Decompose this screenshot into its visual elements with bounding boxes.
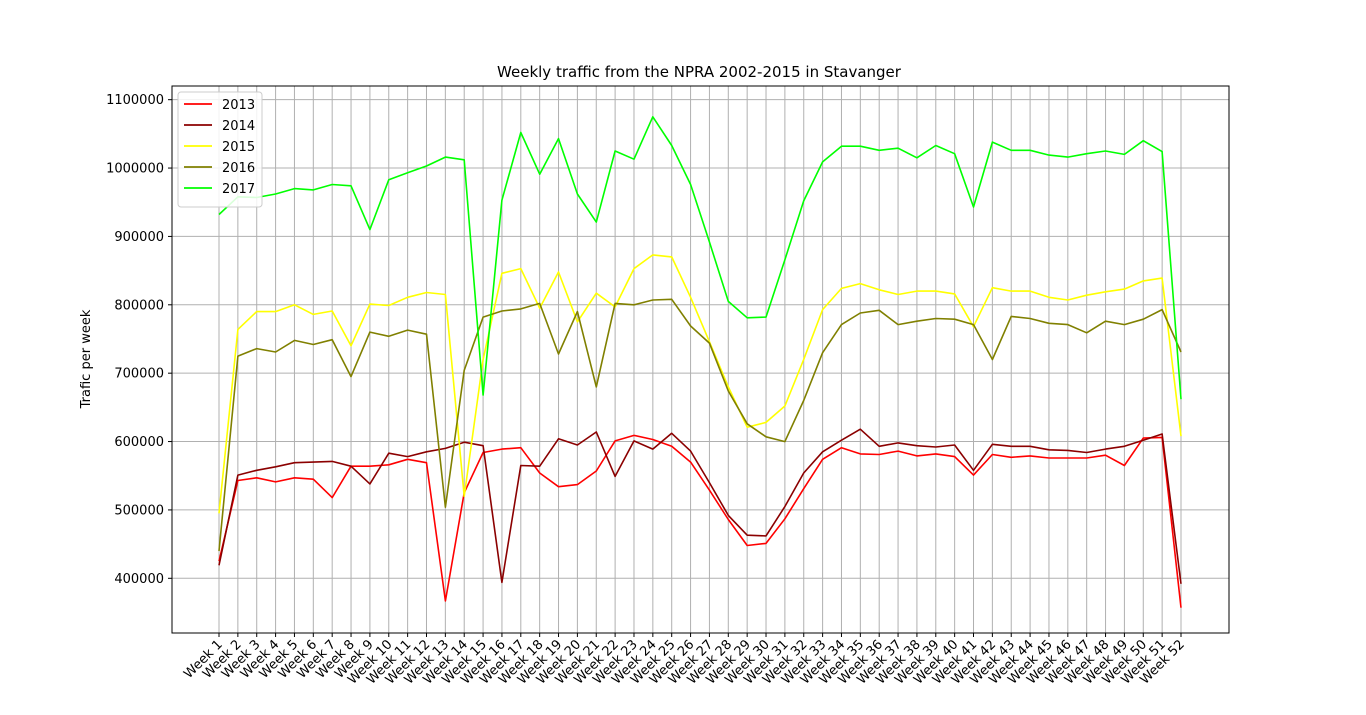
legend-label-2015: 2015 — [222, 140, 255, 155]
series-layer — [218, 116, 1182, 608]
y-tick-label: 700000 — [114, 367, 164, 382]
series-line-2014 — [218, 428, 1182, 584]
y-tick-label: 800000 — [114, 298, 164, 313]
y-tick-label: 500000 — [114, 503, 164, 518]
series-line-2017 — [218, 116, 1182, 400]
y-axis-title: Trafic per week — [79, 309, 94, 409]
series-line-2016 — [218, 298, 1182, 552]
legend-label-2017: 2017 — [222, 182, 255, 197]
series-line-2013 — [218, 434, 1182, 608]
legend: 2013 2014 2015 2016 2017 — [177, 91, 263, 208]
y-tick-label: 900000 — [114, 230, 164, 245]
y-tick-layer: 400000 500000 600000 700000 800000 900000 1000… — [106, 93, 172, 587]
y-tick-label: 1100000 — [106, 93, 164, 108]
legend-box — [177, 91, 263, 208]
legend-label-2014: 2014 — [222, 119, 255, 134]
series-line-2015 — [218, 254, 1182, 514]
chart-title: Weekly traffic from the NPRA 2002-2015 i… — [497, 63, 902, 81]
y-tick-label: 600000 — [114, 435, 164, 450]
legend-label-2013: 2013 — [222, 98, 255, 113]
y-tick-label: 1000000 — [106, 162, 164, 177]
legend-label-2016: 2016 — [222, 161, 255, 176]
plot-frame — [171, 85, 1230, 634]
y-tick-label: 400000 — [114, 572, 164, 587]
